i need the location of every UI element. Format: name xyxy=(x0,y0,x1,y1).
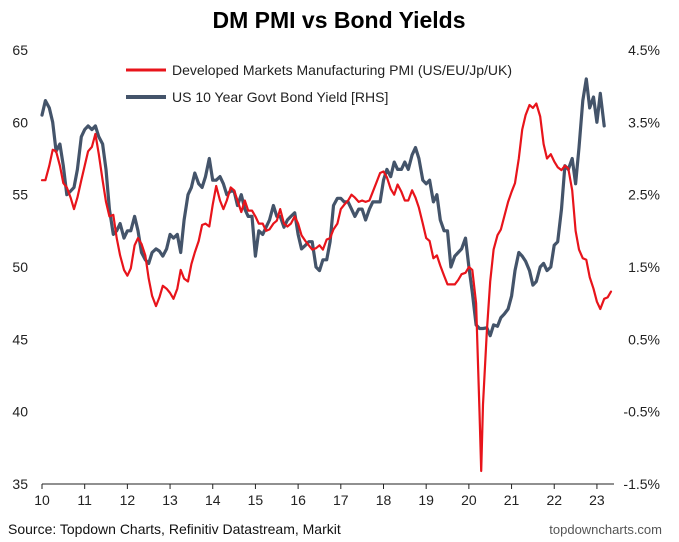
series-line-pmi xyxy=(40,102,613,473)
left-tick-label: 35 xyxy=(12,476,28,492)
x-tick-label: 15 xyxy=(248,492,264,508)
legend: Developed Markets Manufacturing PMI (US/… xyxy=(126,62,512,105)
right-axis-ticks: 4.5% 3.5% 2.5% 1.5% 0.5% -0.5% -1.5% xyxy=(623,42,660,492)
right-tick-label: 2.5% xyxy=(628,187,660,203)
left-tick-label: 50 xyxy=(12,259,28,275)
x-tick-label: 18 xyxy=(376,492,392,508)
x-tick-label: 12 xyxy=(120,492,136,508)
left-tick-label: 60 xyxy=(12,114,28,130)
x-tick-label: 11 xyxy=(77,492,92,508)
legend-label-pmi: Developed Markets Manufacturing PMI (US/… xyxy=(172,62,512,78)
series-line-yield xyxy=(40,77,606,338)
left-tick-label: 40 xyxy=(12,404,28,420)
x-tick-label: 23 xyxy=(589,492,605,508)
x-tick-label: 14 xyxy=(205,492,221,508)
right-tick-label: -1.5% xyxy=(623,476,660,492)
left-tick-label: 55 xyxy=(12,187,28,203)
right-tick-label: 4.5% xyxy=(628,42,660,58)
x-tick-label: 16 xyxy=(290,492,306,508)
brand-note: topdowncharts.com xyxy=(549,522,662,537)
x-tick-label: 22 xyxy=(546,492,562,508)
x-tick-label: 21 xyxy=(504,492,520,508)
x-axis-ticks: 10 11 12 13 14 15 16 17 18 19 20 21 22 23 xyxy=(34,484,605,508)
x-tick-label: 20 xyxy=(461,492,477,508)
left-tick-label: 65 xyxy=(12,42,28,58)
x-tick-label: 17 xyxy=(333,492,349,508)
left-axis-ticks: 65 60 55 50 45 40 35 xyxy=(12,42,28,492)
right-tick-label: 0.5% xyxy=(628,331,660,347)
x-tick-label: 19 xyxy=(418,492,434,508)
right-tick-label: 3.5% xyxy=(628,114,660,130)
left-tick-label: 45 xyxy=(12,331,28,347)
x-tick-label: 13 xyxy=(162,492,178,508)
legend-label-yield: US 10 Year Govt Bond Yield [RHS] xyxy=(172,89,388,105)
right-tick-label: -0.5% xyxy=(623,404,660,420)
right-tick-label: 1.5% xyxy=(628,259,660,275)
chart-title: DM PMI vs Bond Yields xyxy=(212,7,465,33)
source-note: Source: Topdown Charts, Refinitiv Datast… xyxy=(8,521,341,537)
series-layer xyxy=(40,77,613,473)
x-tick-label: 10 xyxy=(34,492,50,508)
